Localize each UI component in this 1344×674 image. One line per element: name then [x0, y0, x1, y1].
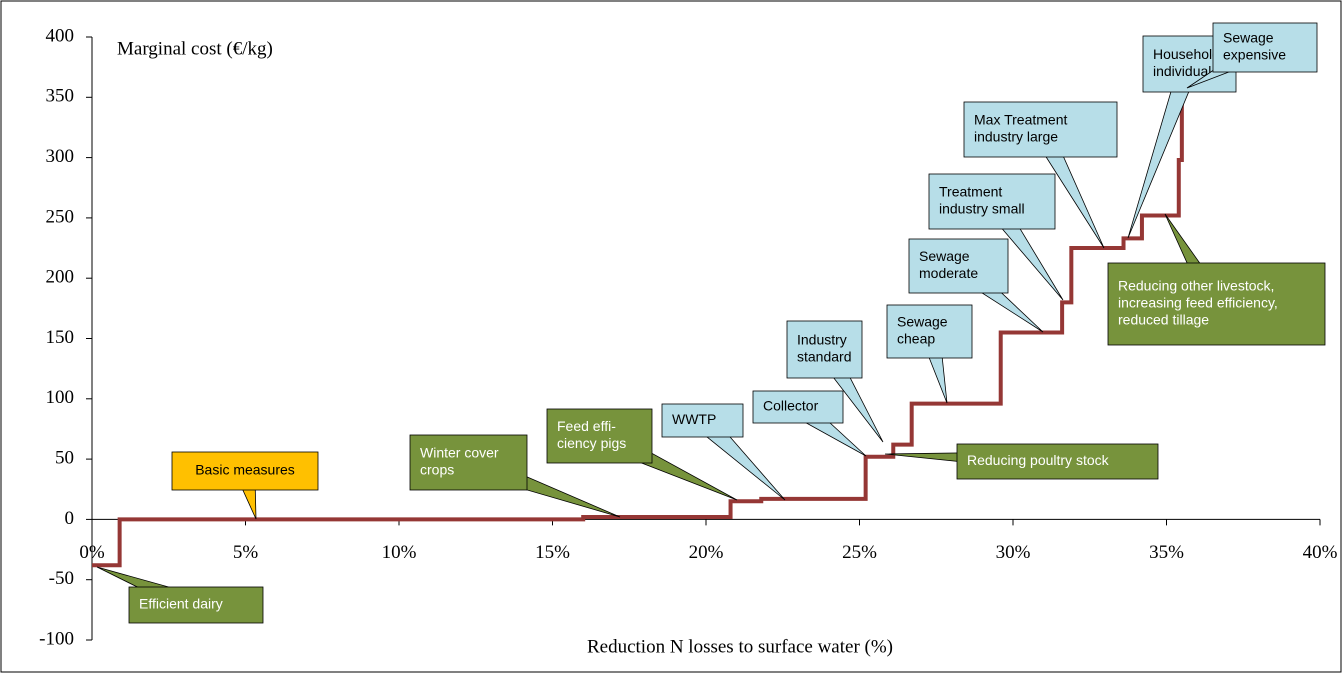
y-tick-label: 150	[46, 327, 75, 348]
callout-text: Industry	[797, 332, 847, 348]
callout-box	[752, 390, 844, 424]
x-tick-label: 20%	[689, 542, 724, 563]
y-tick-label: 200	[46, 267, 75, 288]
callout-text: Efficient dairy	[139, 596, 223, 612]
callout-box	[928, 173, 1056, 230]
callout-text: Feed effi-	[557, 418, 616, 434]
callout-text: Reducing poultry stock	[967, 452, 1110, 468]
y-tick-label: 250	[46, 206, 75, 227]
x-tick-label: 10%	[382, 542, 417, 563]
x-tick-label: 35%	[1149, 542, 1184, 563]
callout-text: Sewage	[897, 314, 948, 330]
x-tick-label: 15%	[535, 542, 570, 563]
callout-text: cheap	[897, 331, 935, 347]
callout-text: standard	[797, 349, 851, 365]
cost-curve	[92, 83, 1198, 568]
y-tick-label: 100	[46, 387, 75, 408]
y-tick-label: -100	[39, 628, 74, 649]
y-tick-label: 400	[46, 25, 75, 46]
y-tick-label: 300	[46, 146, 75, 167]
callout-box	[171, 451, 319, 491]
callout-text: reduced tillage	[1118, 312, 1209, 328]
x-tick-label: 25%	[842, 542, 877, 563]
callout-box	[886, 304, 973, 359]
y-tick-label: 50	[55, 447, 74, 468]
callout-text: WWTP	[672, 411, 716, 427]
callout-box	[128, 586, 264, 624]
callout-box	[1212, 22, 1318, 73]
y-tick-label: -50	[49, 568, 74, 589]
y-tick-label: 0	[65, 508, 75, 529]
callout-text: moderate	[919, 265, 978, 281]
callout-box	[786, 320, 863, 379]
x-tick-label: 30%	[996, 542, 1031, 563]
callout-text: Winter cover	[420, 445, 499, 461]
callout-text: Max Treatment	[974, 112, 1067, 128]
x-tick-label: 5%	[233, 542, 259, 563]
callout-box	[409, 434, 528, 491]
callout-text: Basic measures	[195, 462, 295, 478]
callout-box	[963, 101, 1118, 158]
callout-text: crops	[420, 462, 454, 478]
callout-text: industry large	[974, 129, 1058, 145]
callout-box	[661, 403, 744, 438]
callout-box	[908, 238, 1009, 294]
callout-text: Sewage	[1223, 30, 1274, 46]
callout-text: Collector	[763, 398, 819, 414]
x-axis-label: Reduction N losses to surface water (%)	[587, 636, 893, 657]
callout-text: expensive	[1223, 47, 1286, 63]
callout-text: increasing feed efficiency,	[1118, 295, 1278, 311]
callout-text: Reducing other livestock,	[1118, 278, 1274, 294]
callout-text: Households	[1153, 46, 1227, 62]
callout-text: industry small	[939, 201, 1025, 217]
callout-text: Sewage	[919, 248, 970, 264]
callout-text: individual	[1153, 63, 1211, 79]
callout-box	[546, 408, 653, 464]
y-tick-label: 350	[46, 86, 75, 107]
callout-box	[1107, 262, 1326, 346]
x-tick-label: 0%	[79, 542, 105, 563]
callout-text: ciency pigs	[557, 435, 626, 451]
callout-text: Treatment	[939, 184, 1002, 200]
callout-box	[956, 443, 1159, 480]
y-axis-label: Marginal cost (€/kg)	[117, 38, 273, 59]
x-tick-label: 40%	[1303, 542, 1338, 563]
